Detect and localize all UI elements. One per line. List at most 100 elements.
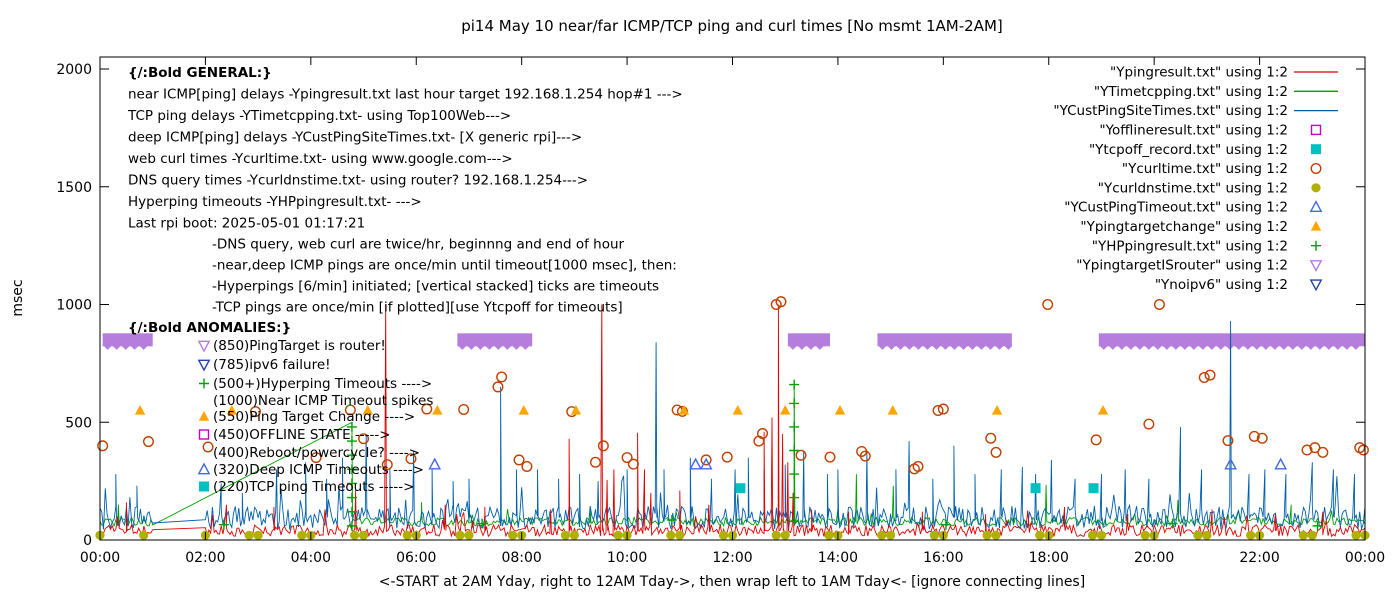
triangle-up-filled-marker-icon	[518, 404, 529, 415]
band-tooth	[1279, 345, 1288, 350]
band-segment	[1098, 333, 1365, 347]
circle-filled-marker-icon	[1298, 530, 1308, 540]
legend-label: "Ycurldnstime.txt" using 1:2	[1098, 180, 1288, 196]
band-tooth	[1117, 345, 1126, 350]
band-tooth	[986, 345, 995, 350]
circle-open-marker-icon	[597, 440, 609, 452]
x-tick-label: 16:00	[923, 550, 963, 566]
band-tooth	[485, 345, 494, 350]
triangle-up-filled-marker-icon	[678, 404, 690, 415]
triangle-up-filled-marker-icon	[780, 404, 791, 415]
anomaly-item: (320)Deep ICMP Timeouts ---->	[197, 462, 424, 478]
x-tick-label: 06:00	[396, 550, 436, 566]
series-YpingtargetISrouter	[102, 333, 1365, 350]
circle-filled-marker-icon	[780, 530, 790, 540]
triangle-up-open-marker-icon	[699, 457, 713, 470]
circle-filled-marker-icon	[771, 530, 781, 540]
band-tooth	[1306, 345, 1315, 350]
chart-title: pi14 May 10 near/far ICMP/TCP ping and c…	[461, 17, 1003, 35]
axis-ticks: 00:00 02:00 04:00 06:00 08:00 10:00 12:00 14:00…	[56, 57, 1385, 566]
circle-filled-marker-icon	[244, 530, 254, 540]
legend-entry: "Ytcpoff_record.txt" using 1:2	[1089, 142, 1321, 158]
square-filled-marker-icon	[735, 483, 746, 494]
triangle-down-open-marker-icon	[1309, 279, 1323, 292]
plus-marker-icon	[346, 520, 357, 531]
band-tooth	[1324, 345, 1333, 350]
plus-marker-icon	[789, 492, 800, 503]
circle-filled-marker-icon	[1087, 530, 1098, 540]
series-YHPpingresult.txt	[218, 379, 1323, 531]
band-tooth	[941, 345, 950, 350]
circle-filled-marker-icon	[1246, 530, 1256, 540]
legend-entry: "YCustPingSiteTimes.txt" using 1:2	[1053, 103, 1338, 119]
circle-open-marker-icon	[1309, 442, 1321, 454]
circle-open-marker-icon	[358, 433, 370, 445]
circle-filled-marker-icon	[1351, 530, 1361, 540]
triangle-up-filled-marker-icon	[134, 404, 146, 415]
circle-filled-marker-icon	[982, 530, 992, 540]
x-tick-label: 18:00	[1029, 550, 1069, 566]
annotations: {/:Bold GENERAL:} near ICMP[ping] delays …	[127, 65, 683, 495]
legend-entry: "Ynoipv6" using 1:2	[1155, 277, 1323, 293]
circle-open-marker-icon	[1204, 369, 1216, 381]
circle-filled-marker-icon	[297, 530, 307, 540]
circle-filled-marker-icon	[1140, 530, 1150, 540]
x-tick-label: 00:00	[1345, 550, 1385, 566]
plus-marker-icon	[1167, 518, 1178, 529]
plus-marker-icon	[218, 519, 229, 530]
anomaly-item: (1000)Near ICMP Timeout spikes	[213, 393, 433, 409]
x-tick-label: 20:00	[1134, 550, 1174, 566]
triangle-up-filled-marker-icon	[1310, 220, 1322, 231]
triangle-up-filled-marker-icon	[226, 404, 237, 415]
triangle-up-filled-marker-icon	[991, 404, 1003, 415]
anomaly-text: (1000)Near ICMP Timeout spikes	[213, 393, 433, 409]
circle-filled-marker-icon	[464, 530, 474, 540]
general-indented-line: -TCP pings are once/min [if plotted][use…	[212, 300, 623, 316]
legend-entry: "YHPpingresult.txt" using 1:2	[1092, 238, 1321, 254]
anomaly-item: (550)Ping Target Change ---->	[198, 409, 415, 425]
band-tooth	[1162, 345, 1171, 350]
square-open-marker-icon	[1310, 124, 1322, 136]
circle-open-marker-icon	[142, 436, 154, 448]
x-tick-label: 08:00	[501, 550, 541, 566]
circle-open-marker-icon	[1198, 372, 1210, 384]
anomaly-item: (400)Reboot/powercycle? ---->	[213, 445, 420, 461]
circle-filled-marker-icon	[358, 530, 369, 540]
triangle-up-filled-marker-icon	[834, 404, 846, 415]
band-tooth	[914, 345, 923, 350]
legend-label: "Ynoipv6" using 1:2	[1155, 277, 1288, 293]
band-tooth	[797, 345, 806, 350]
band-tooth	[512, 345, 521, 350]
circle-open-marker-icon	[990, 446, 1002, 458]
circle-filled-marker-icon	[455, 530, 465, 540]
circle-filled-marker-icon	[508, 530, 518, 540]
circle-open-marker-icon	[310, 452, 322, 464]
plus-marker-icon	[346, 421, 357, 432]
circle-open-marker-icon	[513, 454, 525, 466]
triangle-down-open-marker-icon	[197, 359, 211, 372]
circle-open-marker-icon	[381, 459, 393, 471]
legend-label: "Ypingresult.txt" using 1:2	[1110, 65, 1288, 81]
y-tick-label: 2000	[56, 62, 92, 78]
series-line-YCustPingSiteTimes.txt	[99, 320, 1366, 531]
circle-filled-marker-icon	[929, 530, 939, 540]
triangle-down-open-marker-icon	[197, 340, 211, 353]
legend-label: "YCustPingSiteTimes.txt" using 1:2	[1053, 103, 1288, 119]
circle-open-marker-icon	[1222, 435, 1234, 447]
circle-open-marker-icon	[405, 453, 417, 465]
circle-open-marker-icon	[1317, 446, 1329, 458]
circle-open-marker-icon	[521, 461, 533, 473]
x-axis-label: <-START at 2AM Yday, right to 12AM Tday-…	[379, 574, 1085, 590]
x-tick-label: 22:00	[1239, 550, 1279, 566]
band-tooth	[959, 345, 968, 350]
band-tooth	[1243, 345, 1252, 350]
triangle-up-filled-marker-icon	[362, 404, 373, 415]
circle-filled-marker-icon	[349, 530, 360, 540]
x-tick-label: 12:00	[712, 550, 752, 566]
triangle-up-open-marker-icon	[689, 457, 702, 470]
anomaly-item: (785)ipv6 failure!	[197, 357, 331, 373]
band-tooth	[788, 345, 797, 350]
plus-marker-icon	[789, 516, 800, 527]
y-axis-label: msec	[10, 279, 26, 316]
plus-marker-icon	[199, 378, 209, 389]
